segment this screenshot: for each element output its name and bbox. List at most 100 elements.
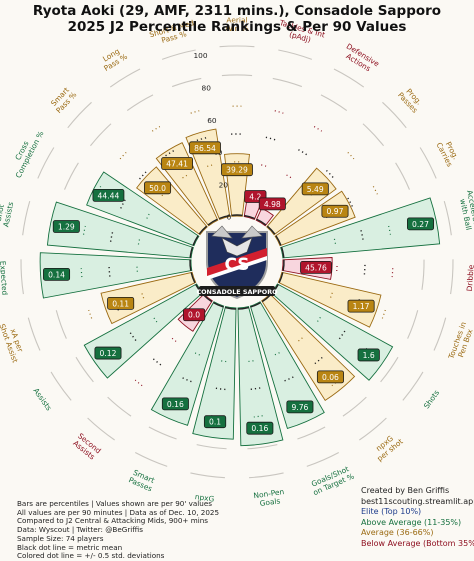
logo-monogram: CS	[224, 255, 249, 275]
guide-arc	[21, 259, 23, 294]
guide-arc	[422, 260, 424, 290]
mean-line	[266, 137, 277, 140]
scale-tick-label: 20	[219, 180, 229, 189]
scale-tick-label: 80	[202, 83, 212, 92]
credits: Created by Ben Griffis best11scouting.st…	[361, 486, 474, 549]
guide-arc	[68, 102, 92, 127]
bar-base	[283, 260, 284, 271]
guide-arc	[172, 78, 201, 86]
scale-tick-label: 60	[207, 116, 217, 125]
guide-arc	[363, 124, 384, 146]
mean-line	[364, 265, 365, 277]
metric-label: SmartPasses	[127, 467, 157, 493]
scale-tick-label: 0	[227, 213, 232, 222]
mean-line	[152, 357, 161, 364]
value-label: 0.12	[100, 349, 117, 358]
value-label: 0.1	[209, 418, 221, 427]
guide-arc	[110, 69, 140, 87]
footer-notes: Bars are percentiles | Values shown are …	[17, 500, 219, 561]
metric-label: Shots	[422, 388, 441, 410]
guide-arc	[307, 453, 339, 467]
metric-label: DefensiveActions	[340, 42, 381, 76]
guide-arc	[396, 163, 410, 190]
guide-arc	[23, 201, 30, 235]
credit-author: Created by Ben Griffis	[361, 486, 474, 497]
metric-label: Prog.Carries	[434, 137, 462, 168]
value-label: 45.76	[305, 263, 327, 272]
guide-arc	[249, 473, 284, 478]
guide-arc	[273, 78, 302, 86]
guide-arc	[127, 95, 153, 111]
metric-label: xA perShot Assist	[0, 320, 28, 364]
metric-label: DribbleSuccess %	[464, 258, 474, 298]
value-label: 1.17	[353, 302, 370, 311]
metric-label: ShotAssists	[0, 199, 15, 228]
std-line	[348, 152, 354, 158]
guide-arc	[297, 427, 325, 439]
legend-above-average: Above Average (11-35%)	[361, 518, 474, 529]
legend-elite: Elite (Top 10%)	[361, 507, 474, 518]
guide-arc	[65, 163, 79, 190]
guide-arc	[51, 372, 71, 400]
guide-arc	[420, 147, 436, 178]
chart-title: Ryota Aoki (29, AMF, 2311 mins.), Consad…	[0, 3, 474, 35]
guide-arc	[451, 259, 453, 294]
legend-average: Average (36-66%)	[361, 528, 474, 539]
metric-label: Assists	[31, 386, 53, 412]
guide-arc	[222, 75, 252, 76]
value-label: 1.29	[58, 223, 75, 232]
guide-arc	[149, 427, 177, 439]
std-line	[152, 127, 160, 132]
guide-arc	[444, 201, 451, 235]
metric-label: SmartPass %	[48, 84, 78, 115]
value-label: 39.29	[226, 166, 248, 175]
credit-site: best11scouting.streamlit.app	[361, 497, 474, 508]
guide-arc	[382, 102, 406, 127]
guide-arc	[408, 310, 418, 338]
guide-arc	[403, 372, 423, 400]
std-line	[172, 338, 176, 342]
std-line	[314, 127, 322, 132]
bar-base	[190, 260, 191, 271]
value-label: 5.49	[307, 185, 324, 194]
guide-arc	[76, 357, 93, 382]
guide-arc	[56, 310, 66, 338]
value-label: 44.44	[98, 191, 120, 200]
metric-label: CrossCompletion %	[6, 126, 45, 180]
std-line	[287, 175, 292, 178]
guide-arc	[220, 46, 255, 47]
value-label: 50.0	[149, 184, 166, 193]
guide-arc	[38, 147, 54, 178]
metric-label: Non-PenGoals	[253, 487, 286, 509]
value-label: 1.6	[363, 351, 375, 360]
guide-arc	[197, 445, 227, 449]
std-line	[382, 310, 385, 318]
value-label: 0.0	[188, 311, 200, 320]
value-label: 0.27	[412, 220, 429, 229]
value-label: 0.16	[251, 424, 268, 433]
std-line	[120, 152, 126, 158]
guide-arc	[434, 318, 446, 351]
std-line	[135, 380, 142, 386]
guide-arc	[88, 418, 115, 440]
guide-arc	[321, 95, 347, 111]
guide-arc	[359, 418, 386, 440]
metric-label: ExpectedAssists (xA)	[0, 256, 10, 300]
guide-arc	[162, 50, 196, 59]
value-label: 0.06	[322, 373, 339, 382]
value-label: 0.16	[167, 400, 184, 409]
scale-tick-label: 100	[193, 51, 207, 60]
guide-arc	[135, 453, 167, 467]
guide-arc	[90, 124, 111, 146]
value-label: 0.97	[327, 207, 344, 216]
guide-arc	[343, 397, 366, 416]
std-line	[89, 310, 92, 318]
metric-label: Accelerationwith Ball	[457, 189, 474, 238]
mean-line	[298, 150, 308, 156]
metric-label: npxGper shot	[370, 430, 405, 463]
value-label: 86.54	[194, 144, 216, 153]
value-label: 4.98	[264, 200, 281, 209]
value-label: 9.76	[291, 403, 308, 412]
std-line	[275, 111, 284, 113]
